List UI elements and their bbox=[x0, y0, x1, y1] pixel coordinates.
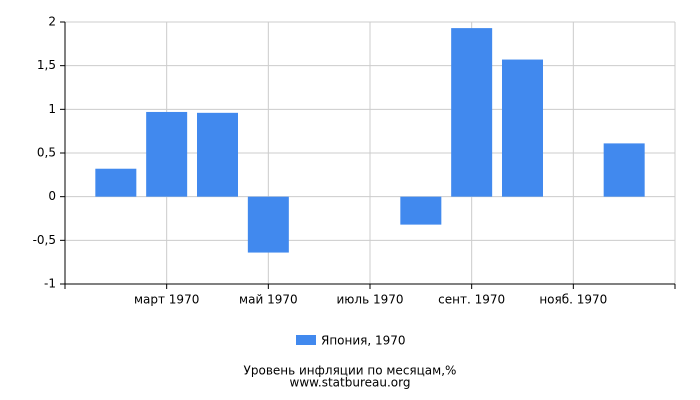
chart-title: Уровень инфляции по месяцам,% bbox=[244, 364, 457, 378]
bar bbox=[502, 59, 543, 197]
y-tick-label: 0,5 bbox=[37, 146, 56, 160]
x-tick-label: нояб. 1970 bbox=[539, 293, 607, 307]
x-tick-label: сент. 1970 bbox=[438, 293, 505, 307]
bar bbox=[146, 111, 188, 197]
bar bbox=[247, 196, 289, 253]
bar bbox=[603, 143, 645, 197]
bar bbox=[400, 196, 442, 225]
y-tick-label: 1,5 bbox=[37, 58, 56, 72]
y-tick-label: -0,5 bbox=[33, 233, 56, 247]
legend-swatch bbox=[296, 335, 316, 345]
y-tick-label: -1 bbox=[44, 277, 56, 291]
y-tick-label: 0 bbox=[48, 189, 56, 203]
bar bbox=[451, 28, 493, 197]
y-tick-label: 2 bbox=[48, 15, 56, 29]
chart-subtitle: www.statbureau.org bbox=[290, 376, 411, 390]
x-tick-label: июль 1970 bbox=[337, 293, 404, 307]
x-tick-label: май 1970 bbox=[239, 293, 298, 307]
bar bbox=[197, 112, 238, 197]
x-tick-label: март 1970 bbox=[134, 293, 199, 307]
legend-label: Япония, 1970 bbox=[321, 334, 406, 348]
bar bbox=[95, 168, 137, 197]
y-tick-label: 1 bbox=[48, 102, 56, 116]
